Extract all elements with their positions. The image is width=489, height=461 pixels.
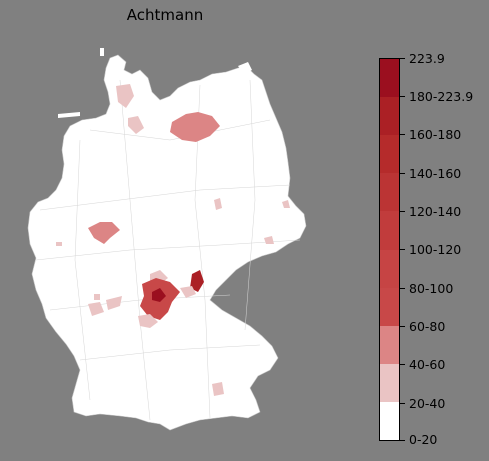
legend-tick: [400, 173, 405, 174]
region-thuringia: [190, 270, 204, 292]
region-hesse-west: [88, 302, 104, 316]
legend-swatch-1: [380, 363, 399, 402]
legend-tick: [400, 58, 405, 59]
region-franconia-dark: [152, 288, 166, 302]
legend-tick: [400, 288, 405, 289]
legend-swatch-2: [380, 325, 399, 364]
legend-max-label: 223.9: [409, 50, 445, 66]
island-baltic: [238, 62, 252, 74]
legend-swatch-4: [380, 249, 399, 288]
legend-label-1: 20-40: [409, 395, 446, 411]
legend-tick: [400, 364, 405, 365]
island-north: [100, 48, 104, 56]
legend-label-0: 0-20: [409, 431, 438, 447]
region-east-b: [264, 236, 274, 244]
region-mecklenburg: [170, 112, 220, 142]
legend-swatch-9: [380, 59, 399, 98]
legend-swatch-3: [380, 287, 399, 326]
legend-label-2: 40-60: [409, 356, 446, 372]
legend-label-8: 160-180: [409, 126, 462, 142]
legend-swatch-0: [380, 401, 399, 440]
legend-swatch-6: [380, 173, 399, 212]
region-east-a: [282, 200, 290, 208]
legend-colorbar: [379, 58, 400, 441]
legend-swatch-5: [380, 211, 399, 250]
legend-label-6: 120-140: [409, 203, 462, 219]
island-frisian: [58, 112, 80, 118]
legend-tick: [400, 440, 405, 441]
legend-tick: [400, 249, 405, 250]
map-title: Achtmann: [126, 6, 204, 24]
legend-label-7: 140-160: [409, 165, 462, 181]
region-franconia-east: [180, 286, 196, 298]
legend-label-4: 80-100: [409, 280, 454, 296]
region-hesse-dot: [94, 294, 100, 300]
legend-label-9: 180-223.9: [409, 88, 474, 104]
legend-label-3: 60-80: [409, 318, 446, 334]
region-bavaria-se: [212, 382, 224, 396]
legend-swatch-7: [380, 135, 399, 174]
region-altmark: [214, 198, 222, 210]
legend-tick: [400, 211, 405, 212]
legend-tick: [400, 96, 405, 97]
region-ruhr: [88, 222, 120, 244]
legend-label-5: 100-120: [409, 241, 462, 257]
region-hesse-mid: [106, 296, 122, 310]
legend-swatch-8: [380, 97, 399, 136]
legend-tick: [400, 403, 405, 404]
legend-tick: [400, 326, 405, 327]
region-schleswig: [116, 84, 134, 108]
region-ruhr-small: [56, 242, 62, 246]
germany-land: [27, 54, 307, 431]
district-borders: [35, 79, 301, 421]
legend-tick: [400, 134, 405, 135]
region-luebeck: [128, 116, 144, 134]
region-franconia-south: [138, 314, 158, 328]
